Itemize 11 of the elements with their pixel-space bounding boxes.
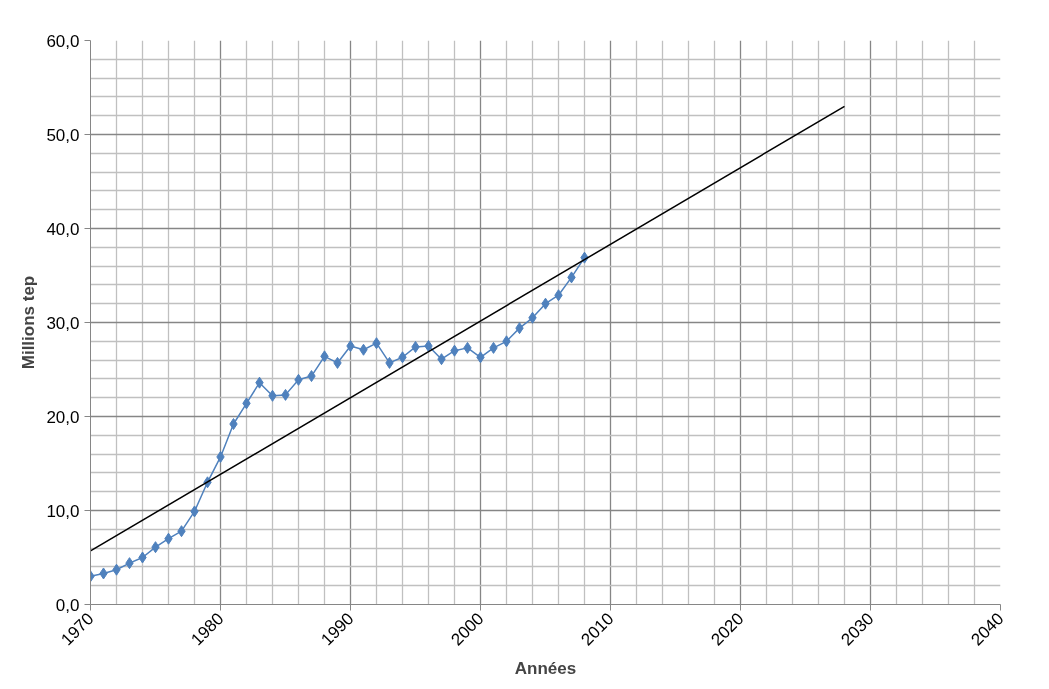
y-axis-title: Millions tep <box>19 275 39 370</box>
point <box>346 340 355 352</box>
y-tick-label: 0,0 <box>55 595 80 615</box>
y-tick-label: 50,0 <box>46 125 80 145</box>
y-tick-label: 30,0 <box>46 313 80 333</box>
y-tick-label: 10,0 <box>46 501 80 521</box>
y-tick-label: 40,0 <box>46 219 80 239</box>
x-axis-title: Années <box>514 658 577 678</box>
point <box>424 340 433 352</box>
y-tick-label: 20,0 <box>46 407 80 427</box>
y-tick-label: 60,0 <box>46 31 80 51</box>
